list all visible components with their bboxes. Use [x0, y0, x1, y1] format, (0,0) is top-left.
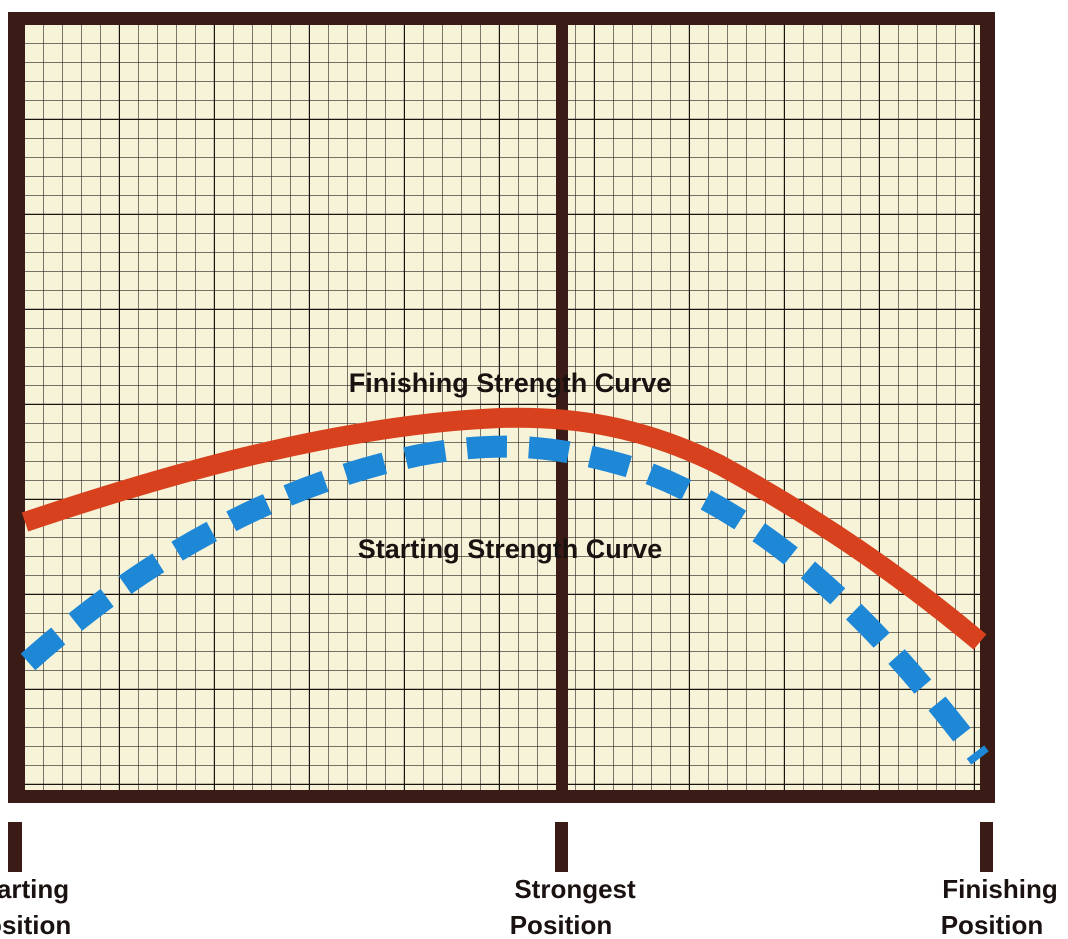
position-label: Finishing — [942, 874, 1058, 904]
starting-curve — [20, 435, 989, 765]
center-line — [556, 25, 568, 790]
finishing-curve — [21, 407, 987, 650]
position-label: Strongest — [514, 874, 636, 904]
position-tick — [980, 822, 993, 872]
position-label: Position — [0, 910, 71, 939]
position-tick — [555, 822, 568, 872]
position-label: Position — [941, 910, 1044, 939]
position-tick — [8, 822, 22, 872]
position-label: Starting — [0, 874, 69, 904]
major-grid — [25, 25, 980, 790]
position-label: Position — [510, 910, 613, 939]
curve-label: Finishing Strength Curve — [349, 368, 672, 398]
curve-label: Starting Strength Curve — [358, 534, 663, 564]
